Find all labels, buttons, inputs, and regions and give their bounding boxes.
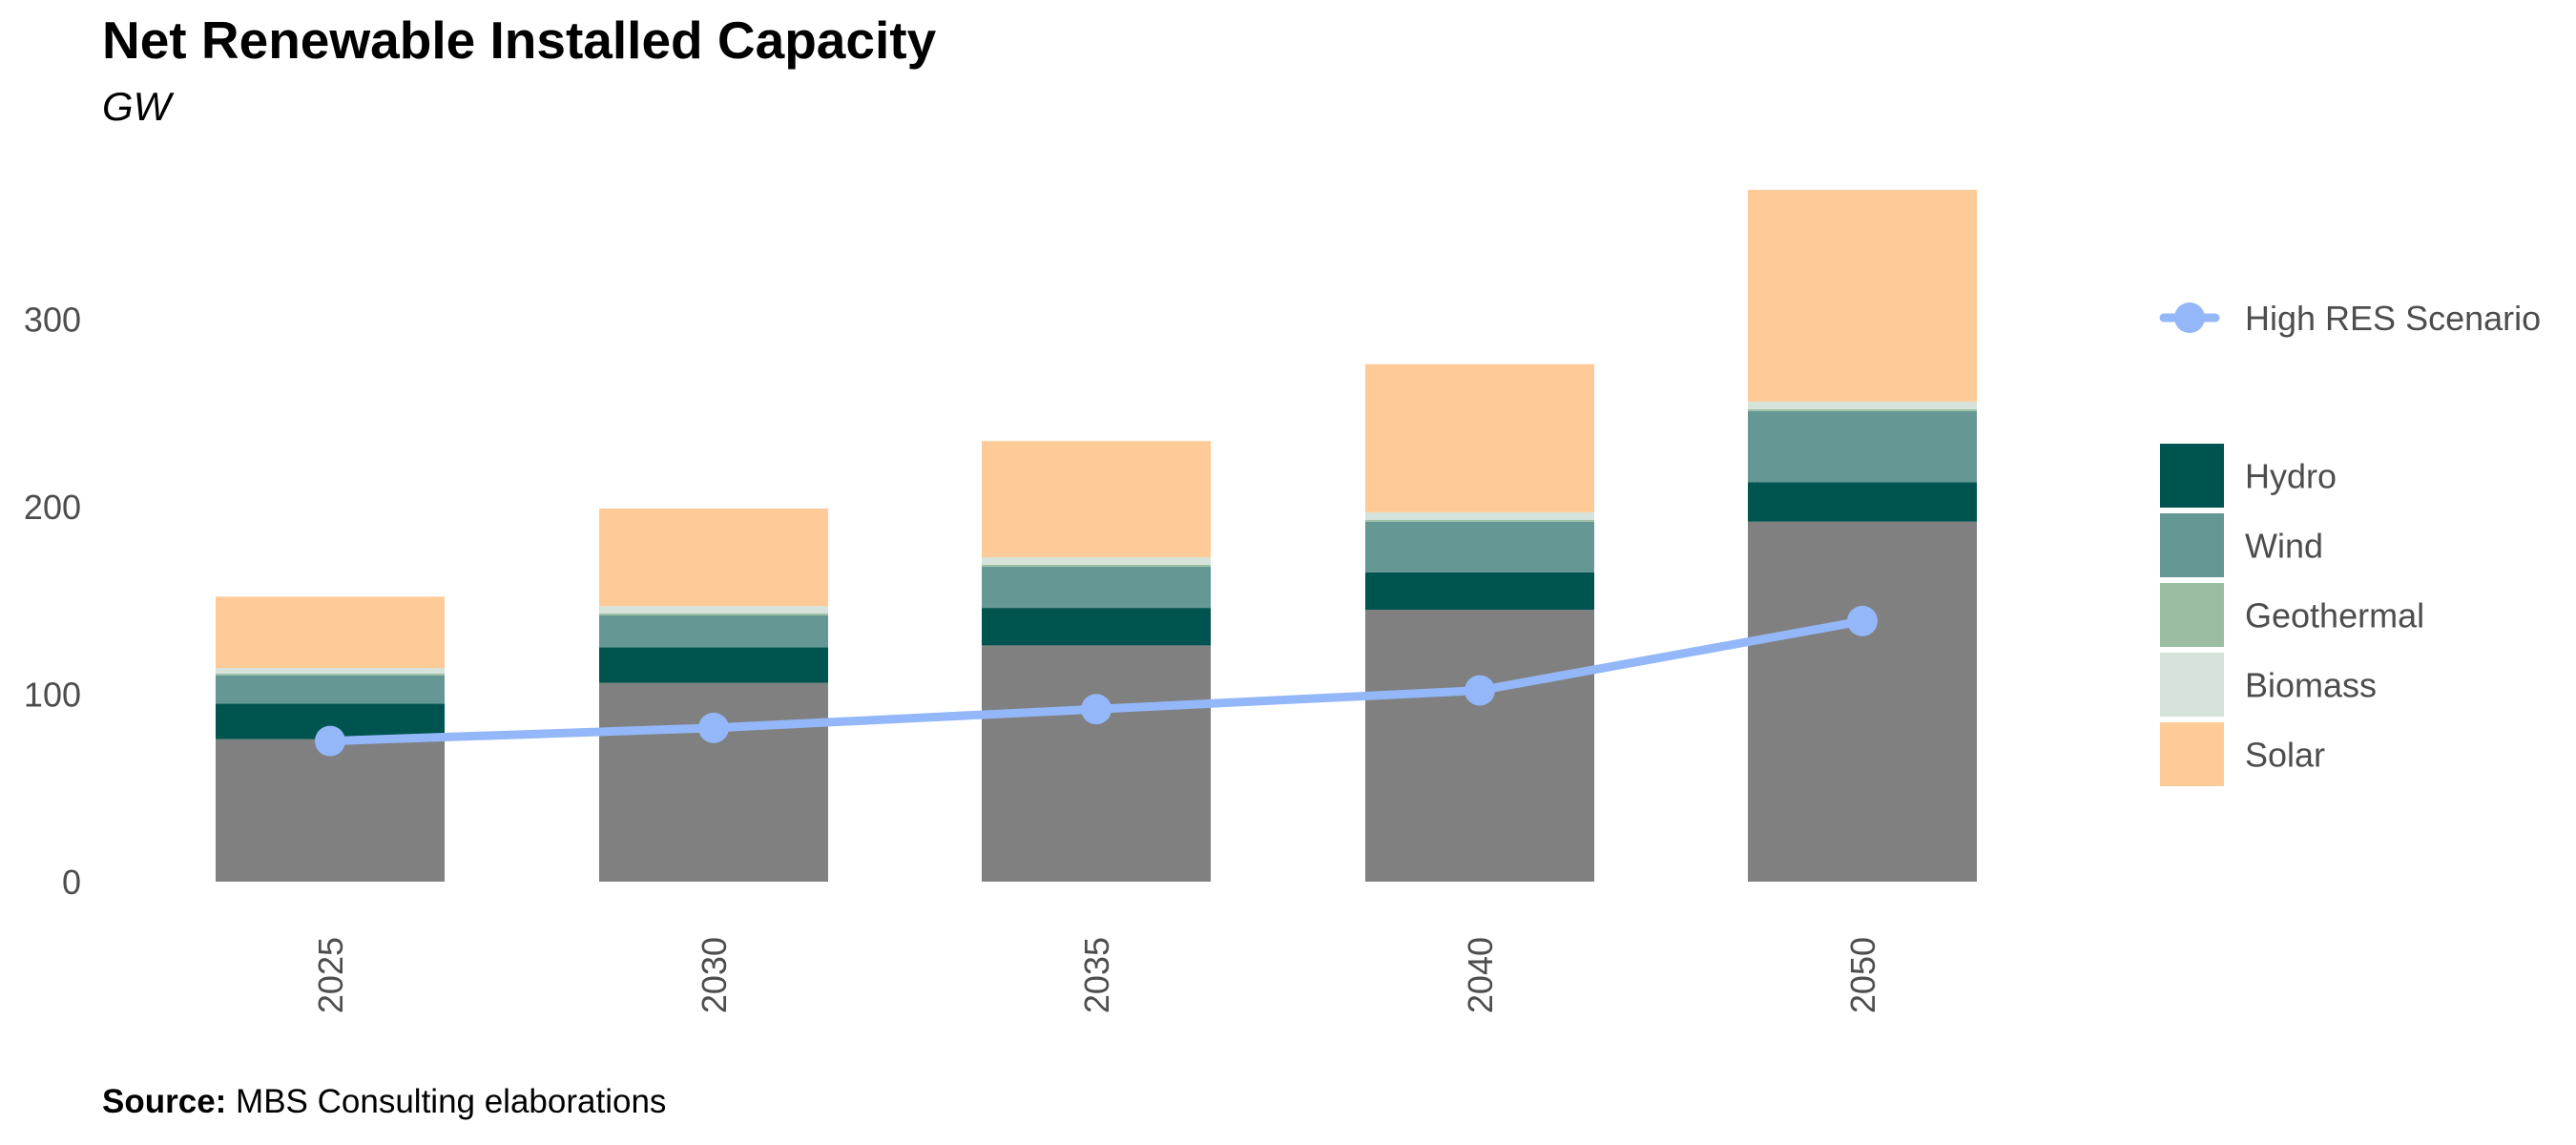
legend-swatch-solar — [2160, 722, 2224, 786]
bar-segment-base — [982, 645, 1211, 882]
legend-label-high-res-scenario: High RES Scenario — [2245, 299, 2541, 338]
bar-segment-base — [1365, 610, 1594, 882]
bar-segment-biomass — [982, 557, 1211, 565]
legend-label-wind: Wind — [2245, 527, 2323, 566]
x-tick-label: 2030 — [695, 937, 734, 1013]
legend-swatch-hydro — [2160, 444, 2224, 508]
legend-swatch-geothermal — [2160, 583, 2224, 647]
line-point — [698, 712, 729, 743]
bar-segment-solar — [1365, 364, 1594, 512]
line-point — [1465, 675, 1495, 706]
bar-segment-geothermal — [599, 614, 828, 615]
x-tick-label: 2050 — [1843, 937, 1882, 1013]
y-tick-label: 300 — [24, 301, 81, 340]
bar-segment-hydro — [1365, 572, 1594, 611]
y-tick-label: 200 — [24, 488, 81, 527]
bar-segment-geothermal — [216, 673, 445, 676]
x-tick-label: 2040 — [1461, 937, 1500, 1013]
y-tick-label: 100 — [24, 676, 81, 715]
legend-label-solar: Solar — [2245, 736, 2325, 775]
bar-segment-biomass — [599, 606, 828, 614]
bar-segment-solar — [982, 441, 1211, 558]
line-point — [1847, 605, 1878, 636]
line-point — [1081, 694, 1111, 725]
bar-segment-biomass — [216, 667, 445, 674]
bar-segment-solar — [216, 596, 445, 668]
bar-segment-hydro — [982, 608, 1211, 646]
y-tick-label: 0 — [62, 863, 81, 902]
chart-subtitle: GW — [102, 84, 172, 129]
line-point — [315, 725, 345, 757]
bar-segment-base — [1748, 521, 1977, 882]
bar-segment-biomass — [1748, 401, 1977, 409]
x-tick-label: 2025 — [311, 937, 350, 1013]
bar-segment-biomass — [1365, 511, 1594, 520]
bar-segment-geothermal — [982, 564, 1211, 567]
chart-title: Net Renewable Installed Capacity — [102, 10, 937, 70]
legend-swatch-biomass — [2160, 653, 2224, 717]
bar-segment-wind — [982, 566, 1211, 609]
bar-segment-geothermal — [1365, 519, 1594, 522]
legend-line-marker — [2174, 302, 2205, 333]
bar-segment-hydro — [599, 647, 828, 683]
bar-segment-base — [216, 739, 445, 882]
x-tick-label: 2035 — [1077, 937, 1116, 1013]
bar-segment-solar — [599, 508, 828, 607]
legend-label-geothermal: Geothermal — [2245, 596, 2424, 635]
bar-segment-hydro — [1748, 482, 1977, 522]
bar-segment-wind — [599, 614, 828, 648]
source-note: Source: MBS Consulting elaborations — [102, 1083, 666, 1121]
bar-segment-geothermal — [1748, 408, 1977, 411]
source-text: MBS Consulting elaborations — [236, 1083, 667, 1120]
legend-label-hydro: Hydro — [2245, 457, 2337, 496]
legend-swatch-wind — [2160, 513, 2224, 577]
source-label: Source: — [102, 1083, 227, 1120]
bar-segment-wind — [1748, 410, 1977, 483]
legend-label-biomass: Biomass — [2245, 666, 2377, 705]
bar-segment-wind — [1365, 521, 1594, 572]
bar-segment-solar — [1748, 189, 1977, 402]
bar-segment-wind — [216, 675, 445, 704]
